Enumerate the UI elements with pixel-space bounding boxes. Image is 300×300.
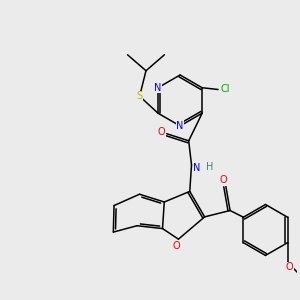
Text: N: N xyxy=(176,121,184,131)
Text: O: O xyxy=(158,127,165,137)
Text: O: O xyxy=(173,241,181,250)
Text: O: O xyxy=(219,175,227,185)
Text: N: N xyxy=(193,163,200,173)
Text: O: O xyxy=(286,262,293,272)
Text: S: S xyxy=(136,91,143,101)
Text: Cl: Cl xyxy=(220,85,230,94)
Text: H: H xyxy=(206,162,214,172)
Text: N: N xyxy=(154,83,162,93)
